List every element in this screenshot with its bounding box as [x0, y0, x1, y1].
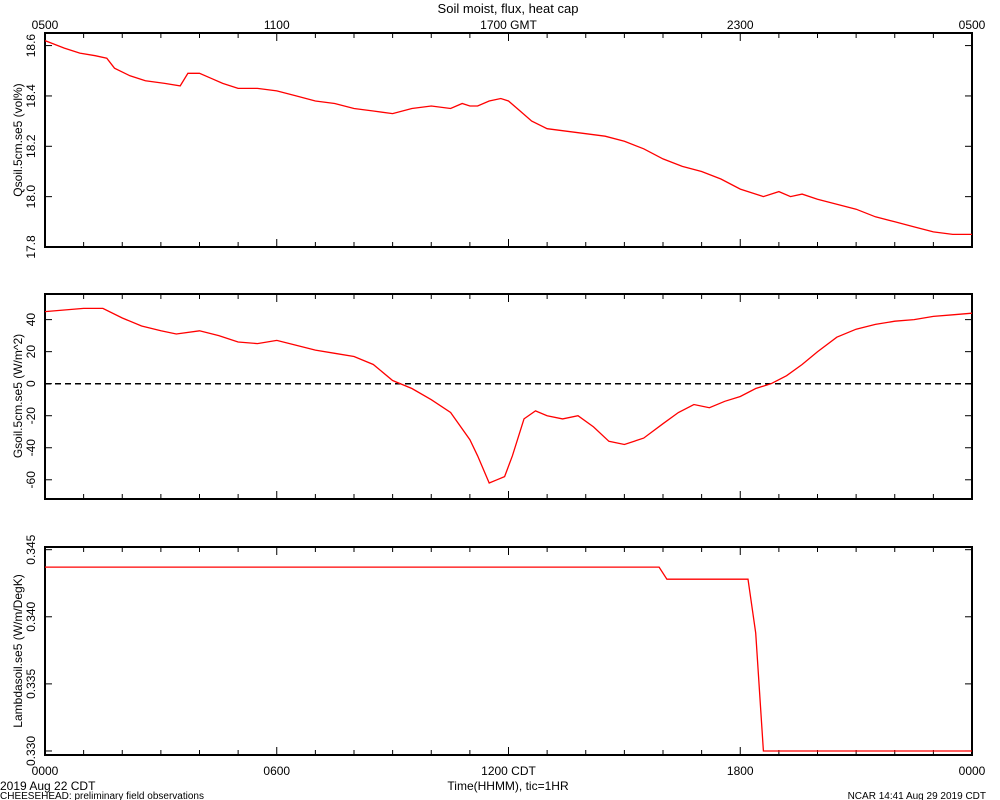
y-axis-label: Lambdasoil.se5 (W/m/DegK): [11, 574, 25, 727]
bottom-tick-label: 1200 CDT: [481, 764, 536, 778]
panel-frame: [44, 32, 973, 248]
bottom-tick-label: 0000: [32, 764, 59, 778]
series-line: [45, 566, 972, 752]
y-tick-label: -20: [24, 407, 38, 425]
top-axis-tick-labels: 0500 1100 1700 GMT 2300 0500: [32, 18, 986, 32]
chart-title: Soil moist, flux, heat cap: [438, 1, 579, 16]
top-tick-label: 2300: [727, 18, 754, 32]
bottom-tick-label: 0000: [959, 764, 986, 778]
bottom-tick-label: 0600: [263, 764, 290, 778]
y-tick-label: 0.330: [24, 736, 38, 766]
bottom-tick-label: 1800: [727, 764, 754, 778]
footer-project: CHEESEHEAD: preliminary field observatio…: [0, 791, 204, 800]
y-tick-label: 18.4: [24, 84, 38, 108]
y-tick-label: 40: [24, 313, 38, 327]
y-tick-label: 18.0: [24, 185, 38, 209]
x-axis-label: Time(HHMM), tic=1HR: [447, 779, 569, 793]
panel-frame: [44, 546, 973, 756]
footer-date: 2019 Aug 22 CDT: [0, 779, 96, 793]
y-tick-label: 17.8: [24, 235, 38, 259]
bottom-axis-tick-labels: 0000 0600 1200 CDT 1800 0000: [32, 764, 986, 778]
footer-stamp: NCAR 14:41 Aug 29 2019 CDT: [848, 791, 986, 800]
y-tick-label: -40: [24, 439, 38, 457]
panel-soil-heat-flux: Gsoil.5cm.se5 (W/m^2) -60 -40 -20 0 20 40: [11, 293, 973, 500]
y-tick-label: -60: [24, 471, 38, 489]
panel-frame: [44, 293, 973, 500]
y-tick-label: 20: [24, 345, 38, 359]
y-tick-label: 0.340: [24, 601, 38, 631]
y-tick-label: 0.345: [24, 534, 38, 564]
panel-soil-moisture: Qsoil.5cm.se5 (vol%) 17.8 18.0 18.2 18.4 18.…: [11, 32, 973, 259]
panel-thermal-conductivity: Lambdasoil.se5 (W/m/DegK) 0.330 0.335 0.34…: [11, 534, 973, 766]
y-tick-label: 18.6: [24, 34, 38, 58]
top-tick-label: 0500: [959, 18, 986, 32]
top-tick-label: 1700 GMT: [480, 18, 537, 32]
series-line: [44, 307, 973, 484]
y-tick-label: 18.2: [24, 134, 38, 158]
series-line: [44, 39, 972, 236]
top-tick-label: 0500: [32, 18, 59, 32]
y-tick-label: 0.335: [24, 669, 38, 699]
y-axis-label: Qsoil.5cm.se5 (vol%): [11, 83, 25, 196]
top-tick-label: 1100: [264, 18, 290, 32]
y-axis-label: Gsoil.5cm.se5 (W/m^2): [11, 334, 25, 458]
y-tick-label: 0: [24, 380, 38, 387]
